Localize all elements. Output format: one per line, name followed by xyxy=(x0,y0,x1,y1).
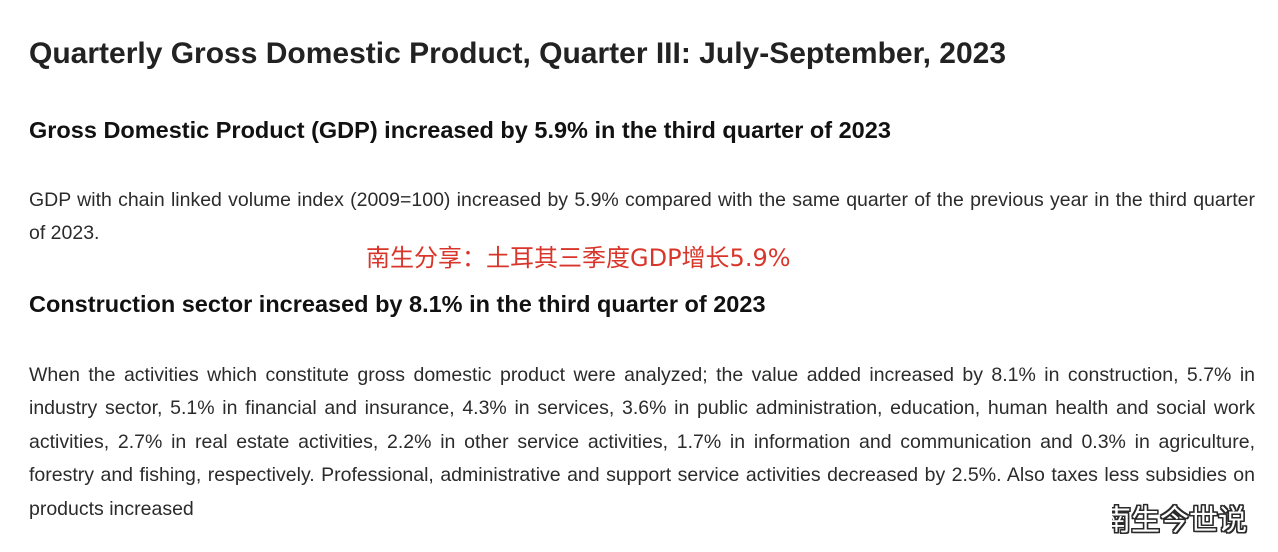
page-title: Quarterly Gross Domestic Product, Quarte… xyxy=(29,37,1007,70)
gdp-paragraph: GDP with chain linked volume index (2009… xyxy=(29,189,1255,245)
overlay-caption: 南生分享：土耳其三季度GDP增长5.9% xyxy=(366,244,791,272)
sector-breakdown-paragraph: When the activities which constitute gro… xyxy=(29,364,1255,520)
watermark-text: 南生今世说 xyxy=(1112,503,1248,537)
construction-section-heading: Construction sector increased by 8.1% in… xyxy=(29,291,766,317)
watermark: 南生今世说 xyxy=(1112,499,1278,543)
gdp-section-heading: Gross Domestic Product (GDP) increased b… xyxy=(29,117,891,143)
text-fade-overlay xyxy=(960,488,1278,552)
